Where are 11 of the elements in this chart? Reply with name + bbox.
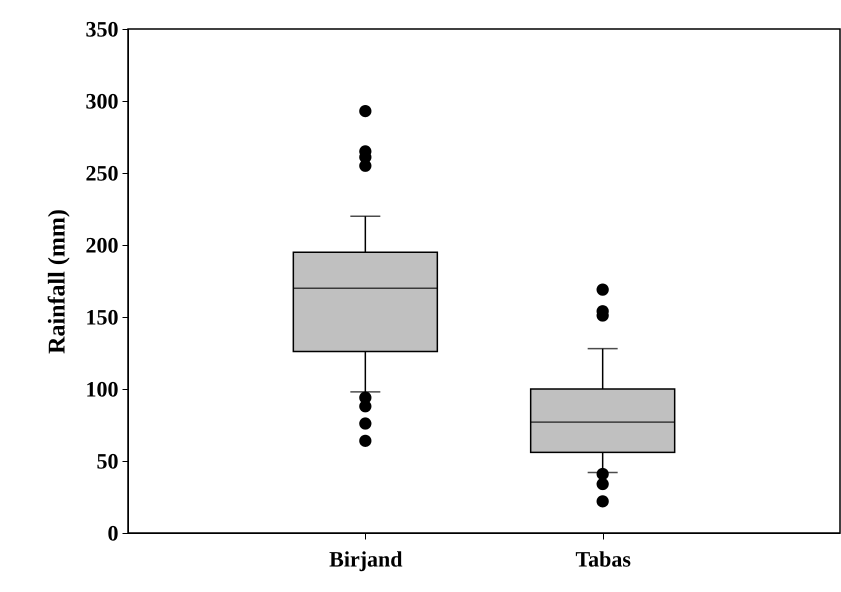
y-tick-label: 0 <box>108 520 118 546</box>
x-tick-label: Tabas <box>575 546 632 572</box>
y-tick-label: 350 <box>86 16 118 42</box>
y-tick-label: 100 <box>86 376 118 402</box>
y-tick-label: 200 <box>86 232 118 258</box>
y-axis-title: Rainfall (mm) <box>44 209 70 354</box>
x-tick-label: Birjand <box>329 546 403 572</box>
y-tick-label: 250 <box>86 160 118 186</box>
y-tick-label: 50 <box>96 448 118 474</box>
y-tick-label: 150 <box>86 304 118 330</box>
y-tick-label: 300 <box>86 88 118 114</box>
